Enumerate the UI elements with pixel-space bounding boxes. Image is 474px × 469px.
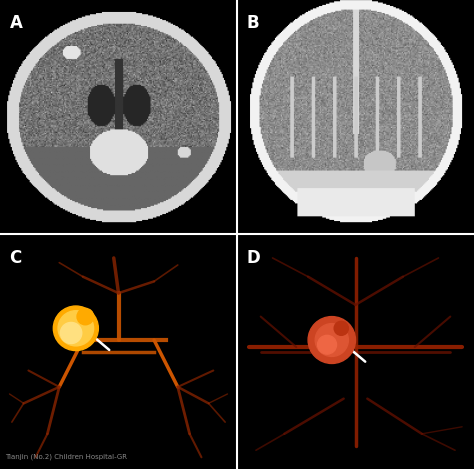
Circle shape [308,317,356,363]
Circle shape [77,309,94,325]
Text: B: B [246,14,259,32]
Circle shape [53,306,99,351]
Text: Tianjin (No.2) Children Hospital-GR: Tianjin (No.2) Children Hospital-GR [5,453,127,460]
Circle shape [60,323,82,343]
Text: C: C [9,249,22,266]
Text: A: A [9,14,22,32]
Circle shape [334,321,348,335]
Circle shape [318,335,337,354]
Circle shape [58,311,94,346]
Text: D: D [246,249,260,266]
Circle shape [315,324,348,356]
